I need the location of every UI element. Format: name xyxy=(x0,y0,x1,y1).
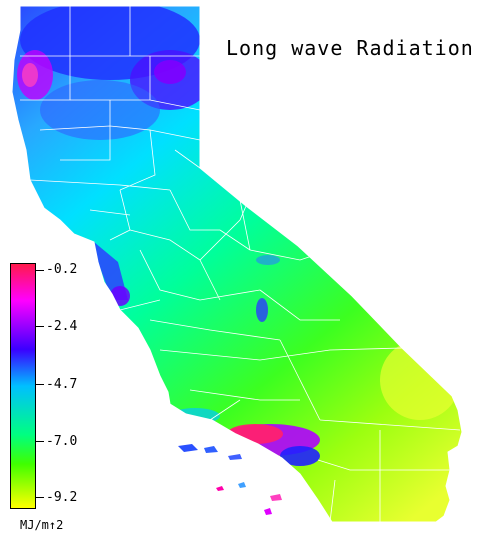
legend-tick-label: -0.2 xyxy=(46,262,78,277)
legend-tick-label: -9.2 xyxy=(46,490,78,505)
legend-tick xyxy=(36,384,44,385)
legend-color-bar xyxy=(10,263,36,509)
legend-tick xyxy=(36,441,44,442)
legend-tick-label: -4.7 xyxy=(46,377,78,392)
legend-tick xyxy=(36,326,44,327)
map-title: Long wave Radiation xyxy=(226,36,474,60)
legend-tick-label: -7.0 xyxy=(46,434,78,449)
legend-tick xyxy=(36,497,44,498)
channel-islands xyxy=(178,444,282,515)
legend-units: MJ/m↑2 xyxy=(20,518,64,532)
county-boundaries xyxy=(20,6,461,522)
legend-tick-label: -2.4 xyxy=(46,319,78,334)
legend-tick xyxy=(36,270,44,271)
